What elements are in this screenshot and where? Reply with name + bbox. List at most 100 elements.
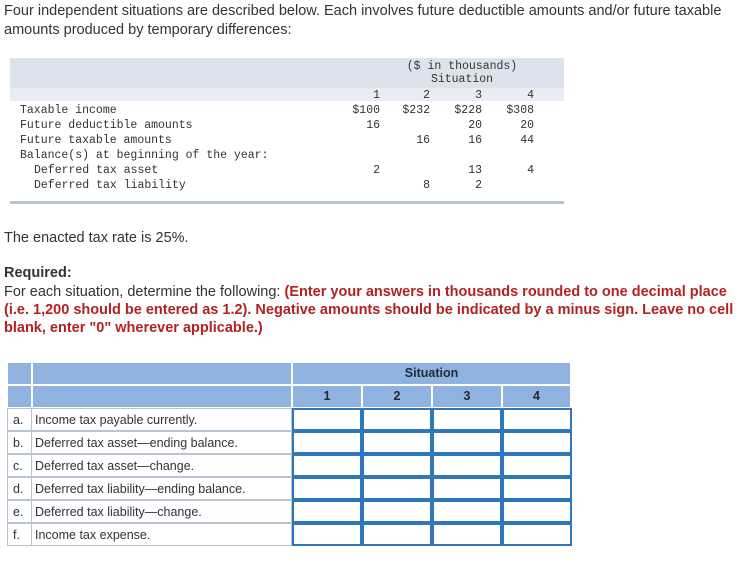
answer-input-f-4[interactable] <box>504 525 570 544</box>
cell: 16 <box>468 134 482 147</box>
answer-input[interactable] <box>502 408 572 431</box>
answer-input[interactable] <box>502 454 572 477</box>
answer-input-b-1[interactable] <box>294 433 360 452</box>
header-blank <box>7 362 32 385</box>
given-col-1: 1 <box>373 89 380 102</box>
cell: 2 <box>475 179 482 192</box>
answer-input[interactable] <box>292 477 362 500</box>
answer-input-a-1[interactable] <box>294 410 360 429</box>
row-letter: f. <box>7 523 32 546</box>
answer-input[interactable] <box>432 523 502 546</box>
answer-col-2: 2 <box>362 385 432 408</box>
answer-input[interactable] <box>502 500 572 523</box>
answer-input-f-1[interactable] <box>294 525 360 544</box>
cell: 4 <box>527 164 534 177</box>
row-letter: a. <box>7 408 32 431</box>
row-label: Deferred tax asset <box>34 164 159 177</box>
row-label: Deferred tax liability—ending balance. <box>32 477 292 500</box>
cell: 20 <box>468 119 482 132</box>
answer-input[interactable] <box>362 431 432 454</box>
answer-input-b-2[interactable] <box>364 433 430 452</box>
answer-input-a-2[interactable] <box>364 410 430 429</box>
header-blank <box>7 385 32 408</box>
row-label: Future deductible amounts <box>20 119 193 132</box>
answer-input[interactable] <box>362 454 432 477</box>
answer-input-e-1[interactable] <box>294 502 360 521</box>
answer-input[interactable] <box>362 408 432 431</box>
answer-input[interactable] <box>292 500 362 523</box>
intro-text: Four independent situations are describe… <box>4 3 722 38</box>
required-lead: For each situation, determine the follow… <box>4 284 281 300</box>
answer-input[interactable] <box>362 523 432 546</box>
answer-input[interactable] <box>502 477 572 500</box>
cell: 13 <box>468 164 482 177</box>
row-label: Income tax expense. <box>32 523 292 546</box>
answer-col-4: 4 <box>502 385 571 408</box>
tax-rate-text: The enacted tax rate is 25%. <box>4 230 189 246</box>
cell: $308 <box>506 104 534 117</box>
answer-input-e-2[interactable] <box>364 502 430 521</box>
answer-input[interactable] <box>362 500 432 523</box>
answer-input[interactable] <box>432 431 502 454</box>
answer-input-e-3[interactable] <box>434 502 500 521</box>
answer-input-c-1[interactable] <box>294 456 360 475</box>
answer-input-d-3[interactable] <box>434 479 500 498</box>
answer-input-b-4[interactable] <box>504 433 570 452</box>
answer-input[interactable] <box>432 408 502 431</box>
given-col-2: 2 <box>423 89 430 102</box>
answer-input[interactable] <box>362 477 432 500</box>
answer-input[interactable] <box>502 523 572 546</box>
answer-input-f-3[interactable] <box>434 525 500 544</box>
cell: $232 <box>402 104 430 117</box>
answer-col-3: 3 <box>432 385 502 408</box>
row-label: Deferred tax asset—change. <box>32 454 292 477</box>
column-header-band <box>10 88 564 101</box>
situation-header: Situation <box>430 73 494 86</box>
answer-input-b-3[interactable] <box>434 433 500 452</box>
table-bottom-rule <box>10 201 564 204</box>
answer-input-c-3[interactable] <box>434 456 500 475</box>
answer-input-e-4[interactable] <box>504 502 570 521</box>
answer-input[interactable] <box>292 523 362 546</box>
answer-col-1: 1 <box>292 385 362 408</box>
row-label: Deferred tax asset—ending balance. <box>32 431 292 454</box>
answer-input[interactable] <box>432 500 502 523</box>
row-label: Taxable income <box>20 104 117 117</box>
given-col-4: 4 <box>527 89 534 102</box>
header-blank <box>32 385 292 408</box>
given-col-3: 3 <box>475 89 482 102</box>
answer-input[interactable] <box>432 454 502 477</box>
cell: $228 <box>454 104 482 117</box>
answer-input[interactable] <box>292 408 362 431</box>
cell: 44 <box>520 134 534 147</box>
given-data-table: ($ in thousands) Situation 1 2 3 4 Taxab… <box>10 58 564 204</box>
answer-input-a-3[interactable] <box>434 410 500 429</box>
answer-input-d-1[interactable] <box>294 479 360 498</box>
row-label: Deferred tax liability <box>34 179 186 192</box>
answer-input[interactable] <box>432 477 502 500</box>
row-letter: c. <box>7 454 32 477</box>
row-letter: d. <box>7 477 32 500</box>
answer-input-f-2[interactable] <box>364 525 430 544</box>
answer-input[interactable] <box>502 431 572 454</box>
cell: $100 <box>352 104 380 117</box>
required-title: Required: <box>4 265 72 281</box>
row-label: Deferred tax liability—change. <box>32 500 292 523</box>
answer-input[interactable] <box>292 454 362 477</box>
answer-input-c-2[interactable] <box>364 456 430 475</box>
row-label: Balance(s) at beginning of the year: <box>20 149 269 162</box>
required-text: For each situation, determine the follow… <box>4 283 738 337</box>
answer-input-a-4[interactable] <box>504 410 570 429</box>
answer-input-d-4[interactable] <box>504 479 570 498</box>
row-letter: b. <box>7 431 32 454</box>
required-instructions: (Enter your answers in thousands rounded… <box>4 284 734 336</box>
answer-table: Situation 1 2 3 4 a. Income tax payable … <box>7 362 572 548</box>
cell: 16 <box>366 119 380 132</box>
header-band <box>10 58 564 88</box>
situation-header: Situation <box>292 362 571 385</box>
cell: 20 <box>520 119 534 132</box>
answer-input-c-4[interactable] <box>504 456 570 475</box>
answer-input-d-2[interactable] <box>364 479 430 498</box>
cell: 16 <box>416 134 430 147</box>
answer-input[interactable] <box>292 431 362 454</box>
